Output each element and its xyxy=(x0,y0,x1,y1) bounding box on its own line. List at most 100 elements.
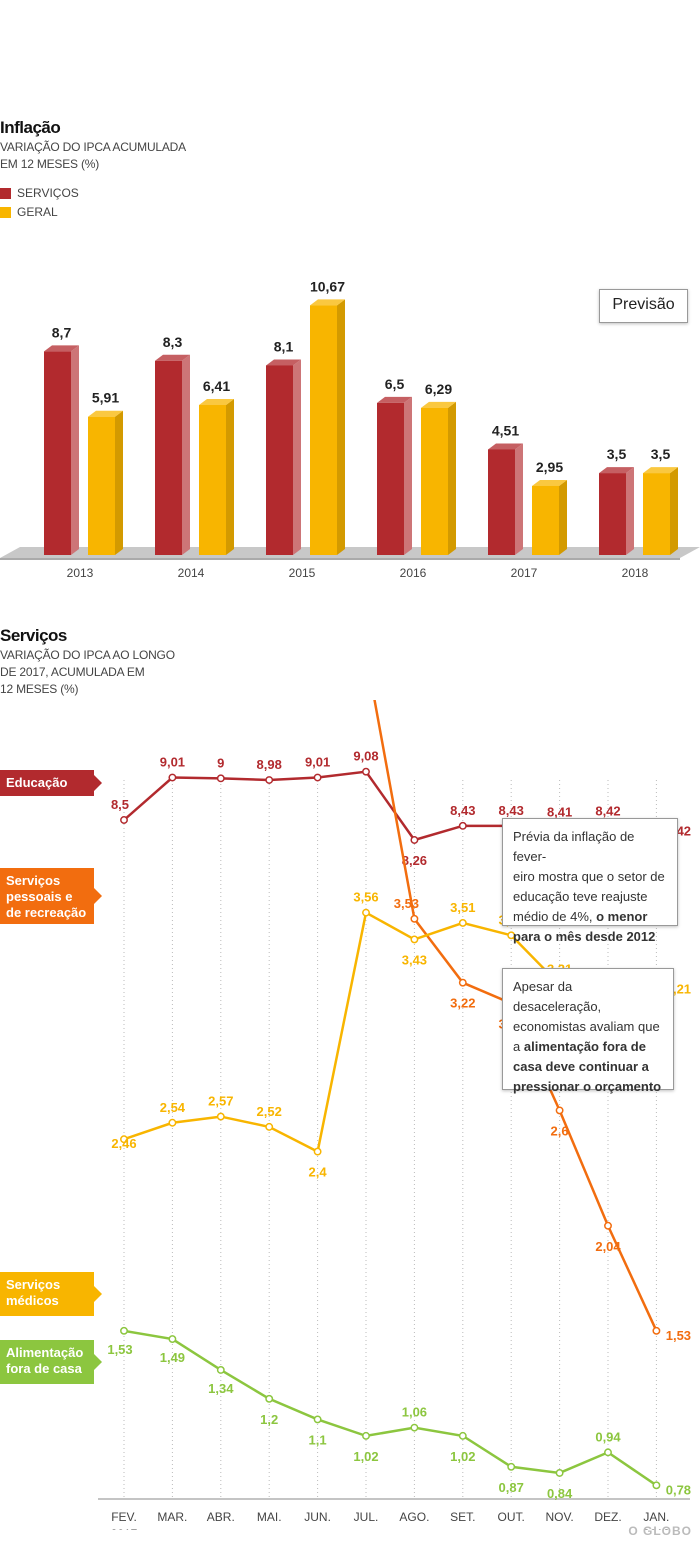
annotation-line: educação teve reajuste xyxy=(513,889,648,904)
annotation-alimentacao: Apesar da desaceleração, economistas ava… xyxy=(502,968,674,1094)
data-point xyxy=(265,1122,274,1131)
bar-side xyxy=(182,354,190,555)
data-label: 8,5 xyxy=(111,797,129,812)
data-point xyxy=(216,1112,225,1121)
x-tick-label: FEV. xyxy=(111,1510,137,1524)
data-label: 8,98 xyxy=(257,757,282,772)
data-label: 2,54 xyxy=(160,1100,186,1115)
bar-top xyxy=(599,467,634,474)
bar-value-label: 2,95 xyxy=(536,459,563,475)
legend-swatch-servicos xyxy=(0,187,11,199)
bar-geral-2016 xyxy=(421,407,448,555)
series-line xyxy=(373,700,658,1332)
data-point xyxy=(313,1415,322,1424)
x-tick-label: NOV. xyxy=(545,1510,573,1524)
bar-value-label: 3,5 xyxy=(607,446,627,462)
bar-serviços-2018 xyxy=(599,473,626,555)
legend-item-geral: GERAL xyxy=(0,205,58,219)
data-label: 0,84 xyxy=(547,1486,573,1501)
data-point xyxy=(555,1106,564,1115)
data-point xyxy=(362,767,370,776)
data-label: 1,02 xyxy=(353,1449,378,1464)
x-tick-label: JUN. xyxy=(304,1510,331,1524)
data-point xyxy=(652,1481,661,1490)
x-tick-label: JAN. xyxy=(643,1510,669,1524)
bar-value-label: 10,67 xyxy=(310,278,345,294)
data-label: 0,94 xyxy=(595,1429,621,1444)
data-point xyxy=(265,1394,274,1403)
data-label: 1,02 xyxy=(450,1449,475,1464)
line-chart-subtitle-line1: VARIAÇÃO DO IPCA AO LONGO xyxy=(0,648,175,662)
bar-serviços-2014 xyxy=(155,360,182,555)
data-label: 8,41 xyxy=(547,804,572,819)
bar-value-label: 8,7 xyxy=(52,324,72,340)
legend-label-geral: GERAL xyxy=(17,205,58,219)
x-tick-label: MAR. xyxy=(157,1510,187,1524)
x-tick-label-year: 2017 xyxy=(111,1527,138,1530)
data-point xyxy=(507,931,516,940)
bar-side xyxy=(337,299,345,555)
x-tick-label: 2016 xyxy=(400,566,427,580)
data-point xyxy=(652,1326,661,1335)
bar-value-label: 5,91 xyxy=(92,390,119,406)
bar-top xyxy=(88,410,123,417)
bar-value-label: 4,51 xyxy=(492,422,519,438)
line-chart-subtitle-line3: 12 MESES (%) xyxy=(0,682,79,696)
annotation-line: pressionar o orçamento xyxy=(513,1077,663,1097)
data-label: 8,42 xyxy=(595,804,620,819)
bar-value-label: 8,1 xyxy=(274,338,294,354)
data-point xyxy=(120,816,128,824)
bar-geral-2015 xyxy=(310,305,337,555)
series-label-medicos-line2: médicos xyxy=(6,1293,59,1308)
series-label-medicos-line1: Serviços xyxy=(6,1277,61,1292)
bar-top xyxy=(488,443,523,450)
series-label-arrow xyxy=(94,1354,102,1370)
data-point xyxy=(507,1462,516,1471)
data-label: 2,6 xyxy=(551,1123,569,1138)
data-point xyxy=(168,773,177,782)
brand-logo: O GLOBO xyxy=(628,1524,692,1538)
bar-value-label: 6,41 xyxy=(203,378,230,394)
data-point xyxy=(168,1118,177,1127)
bar-side xyxy=(293,359,301,555)
legend-label-servicos: SERVIÇOS xyxy=(17,186,79,200)
data-label: 8,43 xyxy=(499,803,524,818)
data-label: 2,57 xyxy=(208,1094,233,1109)
series-label-educacao-text: Educação xyxy=(6,775,68,790)
annotation-bold: para o mês desde 2012 xyxy=(513,929,656,944)
data-point xyxy=(216,1366,225,1374)
series-label-alimentacao-line2: fora de casa xyxy=(6,1361,82,1376)
data-point xyxy=(362,908,370,917)
annotation-line: Apesar da desaceleração, xyxy=(513,979,602,1014)
data-label: 1,1 xyxy=(309,1432,327,1447)
data-label: 0,78 xyxy=(666,1482,691,1497)
data-label: 2,46 xyxy=(111,1136,136,1151)
x-tick-label: 2018 xyxy=(622,566,649,580)
data-point xyxy=(120,1135,128,1144)
data-point xyxy=(410,935,419,944)
annotation-text: médio de 4%, xyxy=(513,909,593,924)
data-point xyxy=(313,773,322,782)
data-point xyxy=(362,1431,370,1440)
data-label: 3,56 xyxy=(353,890,378,905)
bar-geral-2017 xyxy=(532,485,559,555)
chart-floor-edge xyxy=(0,558,680,560)
series-label-pessoais-line3: de recreação xyxy=(6,905,87,920)
x-tick-label: DEZ. xyxy=(594,1510,621,1524)
annotation-educacao: Prévia da inflação de fever- eiro mostra… xyxy=(502,818,678,944)
bar-side xyxy=(515,443,523,555)
bar-serviços-2015 xyxy=(266,365,293,555)
data-point xyxy=(216,774,225,783)
series-label-educacao: Educação xyxy=(0,770,102,796)
series-label-servicos-medicos: Serviços médicos xyxy=(0,1272,102,1316)
bar-top xyxy=(199,399,234,406)
data-label: 1,53 xyxy=(666,1328,691,1343)
data-label: 9,08 xyxy=(353,749,378,764)
series-label-servicos-pessoais: Serviços pessoais e de recreação xyxy=(0,868,102,924)
x-tick-label: JUL. xyxy=(354,1510,379,1524)
annotation-bold: o menor xyxy=(596,909,648,924)
data-label: 2,52 xyxy=(257,1104,282,1119)
forecast-callout: Previsão xyxy=(599,289,688,323)
data-point xyxy=(458,1431,467,1440)
data-label: 1,2 xyxy=(260,1412,278,1427)
